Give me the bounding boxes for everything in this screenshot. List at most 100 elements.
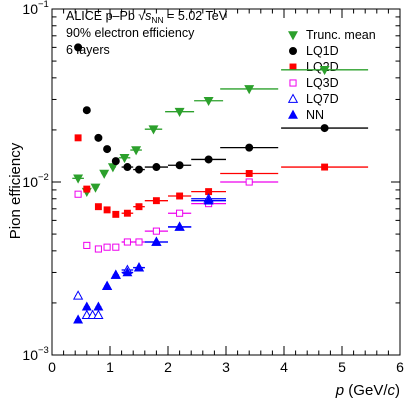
data-point: [176, 192, 184, 200]
data-point: [73, 174, 84, 184]
y-tick-base: 10: [22, 347, 38, 363]
legend-entry-trunc-mean: Trunc. mean: [288, 28, 376, 42]
legend-marker: [289, 63, 297, 71]
header-s: s: [145, 9, 151, 23]
series-lq1d: [74, 43, 369, 174]
data-point: [82, 106, 91, 115]
data-point: [103, 243, 111, 251]
data-point: [175, 161, 184, 170]
x-tick-label: 0: [48, 359, 56, 375]
data-point: [131, 146, 142, 156]
data-point: [320, 124, 329, 133]
data-point: [123, 209, 131, 217]
data-point: [245, 170, 253, 177]
data-point: [245, 178, 253, 186]
data-point: [93, 301, 104, 311]
x-tick-labels: 0 1 2 3 4 5 6: [48, 359, 404, 375]
data-point: [152, 163, 161, 172]
data-point: [152, 197, 160, 205]
data-point: [74, 190, 82, 198]
data-point: [119, 154, 130, 164]
x-tick-label: 6: [396, 359, 404, 375]
legend-entry-lq1d: LQ1D: [288, 44, 339, 58]
series-nn: [73, 195, 226, 324]
y-tick-exp: −2: [38, 172, 49, 183]
header-nn: NN: [151, 15, 163, 25]
header-line-3: 6 layers: [66, 43, 110, 57]
legend-marker: [288, 47, 297, 56]
data-point: [123, 238, 131, 246]
plot-area: [72, 43, 369, 324]
data-point: [152, 227, 160, 235]
data-point: [134, 165, 143, 174]
data-point: [122, 267, 133, 277]
legend-marker: [289, 79, 297, 87]
y-tick-label-1e-2: 10 −2: [22, 172, 48, 190]
y-tick-label-1e-1: 10 −1: [22, 0, 48, 17]
data-point: [319, 66, 330, 76]
y-tick-label-1e-3: 10 −3: [22, 345, 48, 363]
data-point: [94, 245, 102, 253]
data-point: [74, 134, 82, 142]
data-point: [148, 125, 159, 135]
header-collision: ALICE p–Pb: [66, 9, 138, 23]
x-tick-label: 1: [106, 359, 114, 375]
legend-marker: [287, 93, 299, 103]
x-tick-label: 3: [222, 359, 230, 375]
y-tick-base: 10: [22, 174, 38, 190]
data-point: [83, 241, 91, 249]
data-point: [135, 203, 143, 211]
data-point: [110, 269, 121, 279]
legend-label: LQ7D: [306, 92, 339, 106]
legend-entry-nn: NN: [288, 108, 324, 122]
data-point: [81, 301, 92, 311]
data-point: [174, 221, 185, 231]
x-tick-label: 2: [164, 359, 172, 375]
legend-marker-symbol: [288, 109, 298, 119]
y-tick-exp: −1: [38, 0, 49, 10]
x-axis-var: p: [335, 382, 344, 399]
legend-marker-symbol: [288, 47, 297, 56]
data-point: [134, 262, 144, 272]
data-point: [203, 96, 214, 107]
legend-label: LQ3D: [306, 76, 339, 90]
series-trunc-mean: [72, 66, 369, 197]
data-point: [103, 206, 111, 214]
data-point: [94, 133, 103, 142]
data-point: [174, 107, 185, 118]
x-axis-unit-close: ): [395, 382, 400, 399]
x-axis-unit-c: c: [388, 382, 396, 399]
data-point: [102, 280, 113, 290]
legend-marker: [288, 109, 298, 119]
y-tick-exp: −3: [38, 345, 49, 356]
header-line-2: 90% electron efficiency: [66, 26, 195, 40]
legend-marker-symbol: [289, 79, 297, 87]
x-axis-label: p (GeV/c): [335, 382, 400, 399]
data-point: [204, 155, 213, 164]
data-point: [112, 210, 120, 218]
data-point: [90, 183, 101, 193]
legend-label: Trunc. mean: [306, 28, 376, 42]
data-point: [321, 163, 329, 171]
chart-header: ALICE p–Pb √sNN = 5.02 TeV 90% electron …: [66, 9, 228, 57]
data-point: [244, 85, 255, 95]
header-energy: = 5.02 TeV: [164, 9, 228, 23]
x-axis-unit-open: (GeV/: [344, 382, 388, 399]
data-point: [203, 195, 214, 205]
y-tick-base: 10: [22, 1, 38, 17]
data-point: [83, 185, 91, 193]
header-sqrt: √: [138, 9, 145, 23]
series-lq3d: [74, 178, 279, 253]
data-point: [99, 169, 110, 179]
legend-entry-lq3d: LQ3D: [289, 76, 339, 90]
data-point: [94, 203, 102, 211]
data-point: [245, 143, 254, 152]
data-point: [135, 238, 143, 246]
data-point: [112, 243, 120, 251]
series-lq7d: [72, 193, 226, 320]
legend-marker-symbol: [289, 63, 297, 71]
data-point: [103, 145, 112, 154]
legend-label: LQ1D: [306, 44, 339, 58]
data-point: [151, 236, 162, 246]
